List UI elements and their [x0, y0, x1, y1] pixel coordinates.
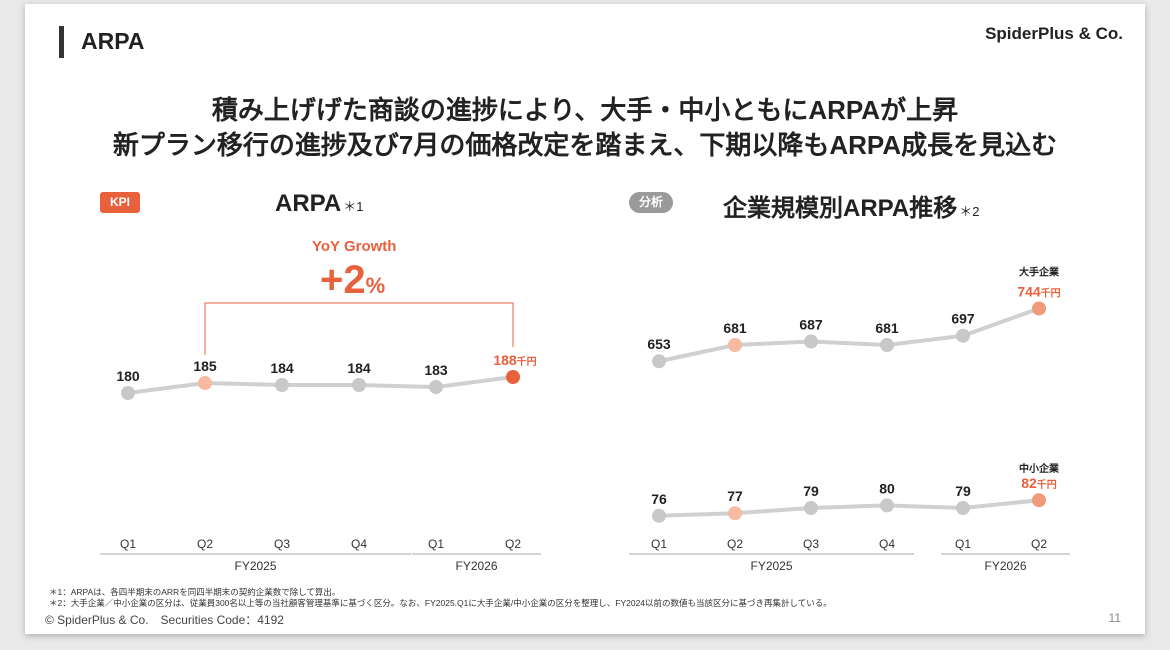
- title-accent-bar: [59, 26, 64, 58]
- arpa-data-label: 180: [116, 368, 140, 384]
- yoy-bracket: [204, 302, 514, 355]
- analysis-badge: 分析: [629, 192, 674, 213]
- slide: ARPA SpiderPlus & Co. 積み上げげた商談の進捗により、大手・…: [25, 4, 1145, 634]
- arpa-data-label-current: 188千円: [493, 352, 536, 368]
- large-data-point: [728, 338, 742, 352]
- large-data-point: [880, 338, 894, 352]
- arpa-tick-label: Q3: [274, 537, 290, 551]
- arpa-tick-label: Q1: [120, 537, 136, 551]
- small-data-label: 79: [955, 483, 971, 499]
- arpa-chart-title-text: ARPA: [275, 190, 342, 217]
- segment-chart-title-text: 企業規模別ARPA推移: [723, 195, 958, 222]
- page-number: 11: [1108, 611, 1121, 625]
- large-data-point: [804, 334, 818, 349]
- arpa-data-point: [506, 370, 520, 384]
- arpa-data-point: [121, 386, 135, 400]
- arpa-data-label: 184: [347, 360, 371, 376]
- arpa-group-label: FY2025: [234, 559, 276, 573]
- large-data-point: [1032, 301, 1046, 316]
- arpa-tick-label: Q2: [197, 537, 213, 551]
- arpa-tick-label: Q1: [428, 537, 444, 551]
- large-series-name: 大手企業: [1019, 265, 1060, 278]
- large-data-label: 681: [875, 320, 899, 336]
- small-data-point: [880, 498, 894, 513]
- arpa-chart-title-note: ＊1: [343, 199, 364, 214]
- segment-tick-label: Q2: [727, 537, 743, 551]
- small-data-point: [652, 508, 666, 523]
- large-data-label: 653: [647, 336, 671, 352]
- segment-chart-title-note: ＊2: [959, 204, 980, 219]
- arpa-data-label: 184: [270, 360, 294, 376]
- yoy-growth-value: +2%: [320, 260, 385, 300]
- brand-logo: SpiderPlus & Co.: [985, 24, 1123, 43]
- small-series-line: [658, 498, 1040, 518]
- large-data-point: [956, 328, 970, 343]
- large-data-label: 697: [951, 311, 975, 327]
- arpa-data-label: 183: [424, 362, 448, 378]
- segment-tick-label: Q3: [803, 537, 819, 551]
- large-data-label: 681: [723, 320, 747, 336]
- footnote-2: ＊2：大手企業／中小企業の区分は、従業員300名以上等の当社顧客管理基準に基づく…: [49, 598, 832, 608]
- small-data-label: 77: [727, 488, 743, 504]
- segment-group-label: FY2025: [750, 559, 792, 573]
- small-data-point: [1032, 493, 1046, 508]
- charts-canvas: 180 185 184 184 183 188千円 Q1 Q2 Q3 Q4 Q1 Q2 FY2025 FY…: [100, 265, 1070, 573]
- small-data-point: [804, 501, 818, 515]
- arpa-tick-label: Q2: [505, 537, 521, 551]
- segment-tick-label: Q4: [879, 537, 895, 551]
- yoy-growth-unit: %: [365, 273, 386, 298]
- small-data-point: [956, 501, 970, 515]
- small-data-point: [728, 506, 742, 521]
- arpa-group-label: FY2026: [455, 559, 497, 573]
- large-series-line: [658, 306, 1040, 364]
- yoy-growth-label: YoY Growth: [312, 238, 397, 255]
- segment-group-label: FY2026: [984, 559, 1026, 573]
- arpa-tick-label: Q4: [351, 537, 367, 551]
- arpa-data-point: [198, 376, 212, 390]
- headline-line-2: 新プラン移行の進捗及び7月の価格改定を踏まえ、下期以降もARPA成長を見込む: [112, 130, 1058, 160]
- kpi-badge: KPI: [100, 192, 141, 213]
- large-data-point: [652, 354, 666, 369]
- small-data-label: 79: [803, 483, 819, 499]
- footnote-1: ＊1：ARPAは、各四半期末のARRを同四半期末の契約企業数で除して算出。: [49, 587, 341, 597]
- arpa-data-point: [352, 378, 366, 392]
- small-series-name: 中小企業: [1019, 462, 1060, 475]
- small-data-label: 80: [879, 480, 895, 496]
- arpa-data-point: [275, 378, 289, 392]
- large-data-label: 687: [799, 317, 823, 333]
- arpa-series-line: [127, 375, 514, 395]
- small-data-label: 76: [651, 491, 667, 507]
- large-data-label-current: 744千円: [1017, 283, 1060, 299]
- headline-line-1: 積み上げげた商談の進捗により、大手・中小ともにARPAが上昇: [211, 95, 959, 125]
- segment-chart-title: 企業規模別ARPA推移 ＊2: [723, 188, 979, 223]
- segment-tick-label: Q2: [1031, 537, 1047, 551]
- yoy-growth-number: +2: [320, 258, 366, 302]
- copyright: © SpiderPlus & Co. Securities Code：4192: [45, 613, 284, 627]
- small-data-label-current: 82千円: [1021, 475, 1057, 491]
- arpa-data-label: 185: [193, 358, 217, 374]
- page-title: ARPA: [81, 28, 145, 54]
- segment-tick-label: Q1: [955, 537, 971, 551]
- segment-tick-label: Q1: [651, 537, 667, 551]
- arpa-data-point: [429, 380, 443, 394]
- arpa-chart-title: ARPA ＊1: [275, 190, 363, 218]
